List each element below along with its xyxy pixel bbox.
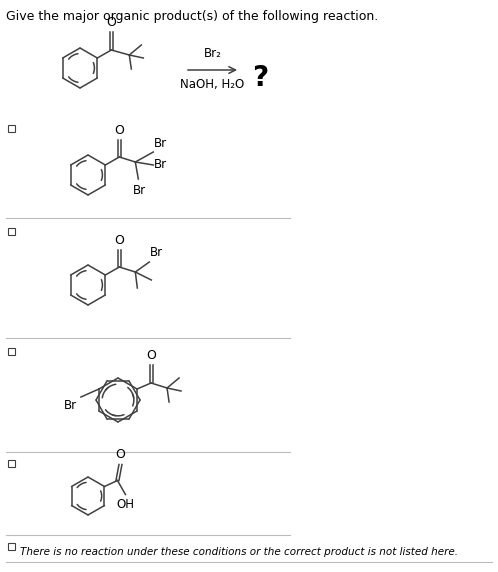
Text: ?: ?: [252, 64, 268, 92]
Text: Br: Br: [150, 246, 163, 259]
Text: Give the major organic product(s) of the following reaction.: Give the major organic product(s) of the…: [6, 10, 378, 23]
Text: OH: OH: [117, 498, 134, 510]
Text: O: O: [115, 234, 124, 247]
Text: Br₂: Br₂: [204, 47, 222, 60]
Text: O: O: [146, 349, 156, 362]
Bar: [8, 348, 15, 355]
Text: O: O: [107, 16, 116, 29]
Text: O: O: [116, 448, 125, 462]
Bar: [8, 543, 15, 550]
Bar: [8, 125, 15, 132]
Text: Br: Br: [154, 137, 167, 150]
Text: There is no reaction under these conditions or the correct product is not listed: There is no reaction under these conditi…: [20, 547, 458, 557]
Bar: [8, 228, 15, 235]
Text: Br: Br: [154, 158, 167, 172]
Bar: [8, 460, 15, 467]
Text: O: O: [115, 124, 124, 137]
Text: NaOH, H₂O: NaOH, H₂O: [180, 78, 245, 91]
Text: Br: Br: [133, 184, 146, 197]
Text: Br: Br: [64, 399, 77, 412]
